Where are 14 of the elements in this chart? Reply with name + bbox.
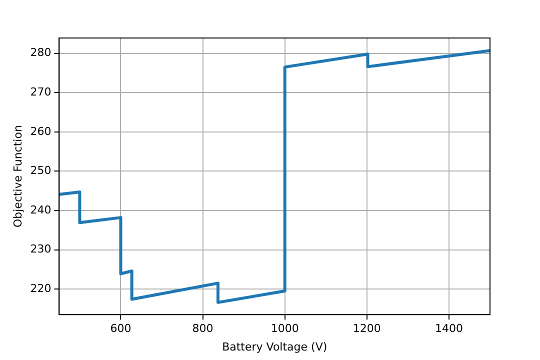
y-tick-label: 280 [30,46,52,60]
x-tick-label: 1000 [270,322,299,336]
y-tick-label: 220 [30,282,52,295]
x-tick-label: 1200 [352,322,381,336]
y-tick-label: 250 [30,164,52,178]
y-axis-title: Objective Function [11,125,24,228]
x-tick-label: 1400 [434,322,463,336]
y-tick-label: 230 [30,242,52,256]
x-tick-label: 800 [192,322,214,336]
x-axis-title: Battery Voltage (V) [222,340,328,354]
y-tick-label: 240 [30,203,52,216]
y-tick-label: 270 [30,85,52,98]
x-tick-label: 600 [110,322,132,336]
y-tick-label: 260 [30,124,52,138]
